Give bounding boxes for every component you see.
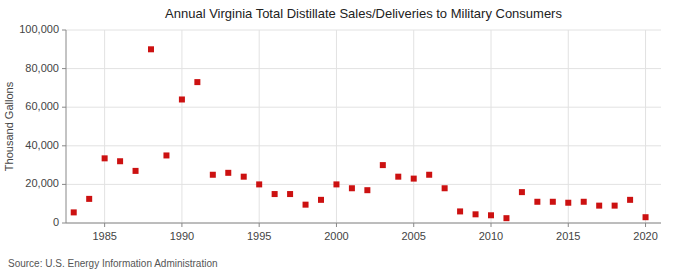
annotation: Source: U.S. Energy Information Administ…: [8, 258, 218, 269]
point: [287, 191, 293, 197]
x-tick: [259, 223, 260, 227]
x-grid-line: [104, 30, 105, 223]
x-tick-label: 2015: [556, 230, 580, 242]
point: [503, 215, 509, 221]
point: [241, 174, 247, 180]
x-grid-line: [568, 30, 569, 223]
point: [179, 96, 185, 102]
y-grid-line: [66, 107, 661, 108]
background: [0, 0, 675, 275]
chart-container: 0 20,000 40,000 60,000 80,000 100,000 1985 1990…: [0, 0, 675, 275]
point: [333, 181, 339, 187]
point: [163, 152, 169, 158]
point: [411, 176, 417, 182]
y-tick: [62, 184, 66, 185]
y-tick-label: 40,000: [25, 139, 59, 151]
point: [442, 185, 448, 191]
point: [473, 211, 479, 217]
y-grid-line: [66, 223, 661, 224]
y-tick-label: 20,000: [25, 177, 59, 189]
point: [565, 200, 571, 206]
point: [318, 197, 324, 203]
y-tick-label: 80,000: [25, 62, 59, 74]
point: [71, 209, 77, 215]
point: [303, 202, 309, 208]
point: [148, 46, 154, 52]
point: [133, 168, 139, 174]
point: [256, 181, 262, 187]
y-axis-line: [66, 30, 67, 223]
title: Annual Virginia Total Distillate Sales/D…: [165, 6, 562, 21]
y-tick-label: 60,000: [25, 100, 59, 112]
point: [349, 185, 355, 191]
point: [380, 162, 386, 168]
points: [71, 46, 649, 221]
point: [643, 214, 649, 220]
point: [102, 155, 108, 161]
point: [596, 203, 602, 209]
y-grid-line: [66, 30, 661, 31]
point: [395, 174, 401, 180]
y-tick: [62, 223, 66, 224]
x-tick: [181, 223, 182, 227]
x-tick-label: 2000: [324, 230, 348, 242]
x-tick: [568, 223, 569, 227]
y-axis-label: Thousand Gallons: [3, 81, 15, 171]
point: [457, 208, 463, 214]
x-grid-line: [259, 30, 260, 223]
axes: 0 20,000 40,000 60,000 80,000 100,000 1985 1990…: [19, 23, 661, 242]
x-tick-label: 2005: [401, 230, 425, 242]
y-grid-line: [66, 145, 661, 146]
y-tick-label: 0: [53, 216, 59, 228]
chart-svg: 0 20,000 40,000 60,000 80,000 100,000 1985 1990…: [0, 0, 675, 275]
x-grid-line: [491, 30, 492, 223]
point: [225, 170, 231, 176]
x-tick-label: 1990: [170, 230, 194, 242]
point: [519, 189, 525, 195]
x-grid-line: [645, 30, 646, 223]
point: [612, 203, 618, 209]
point: [117, 158, 123, 164]
y-tick: [62, 30, 66, 31]
x-tick: [104, 223, 105, 227]
x-grid-line: [413, 30, 414, 223]
point: [194, 79, 200, 85]
point: [86, 196, 92, 202]
x-tick-label: 1995: [247, 230, 271, 242]
point: [550, 199, 556, 205]
x-tick: [413, 223, 414, 227]
y-tick: [62, 107, 66, 108]
point: [210, 172, 216, 178]
x-tick: [336, 223, 337, 227]
x-tick-label: 2010: [479, 230, 503, 242]
point: [272, 191, 278, 197]
point: [534, 199, 540, 205]
x-grid-line: [181, 30, 182, 223]
page: {"chart_data": {"type": "scatter", "titl…: [0, 0, 675, 275]
y-tick: [62, 145, 66, 146]
point: [581, 199, 587, 205]
x-tick: [645, 223, 646, 227]
x-tick-label: 2020: [633, 230, 657, 242]
y-tick: [62, 68, 66, 69]
x-axis-line: [66, 223, 661, 224]
grid: [66, 30, 661, 223]
x-tick-label: 1985: [92, 230, 116, 242]
x-grid-line: [336, 30, 337, 223]
y-tick-label: 100,000: [19, 23, 59, 35]
point: [426, 172, 432, 178]
x-tick: [491, 223, 492, 227]
point: [627, 197, 633, 203]
point: [488, 212, 494, 218]
point: [364, 187, 370, 193]
y-grid-line: [66, 184, 661, 185]
y-grid-line: [66, 68, 661, 69]
